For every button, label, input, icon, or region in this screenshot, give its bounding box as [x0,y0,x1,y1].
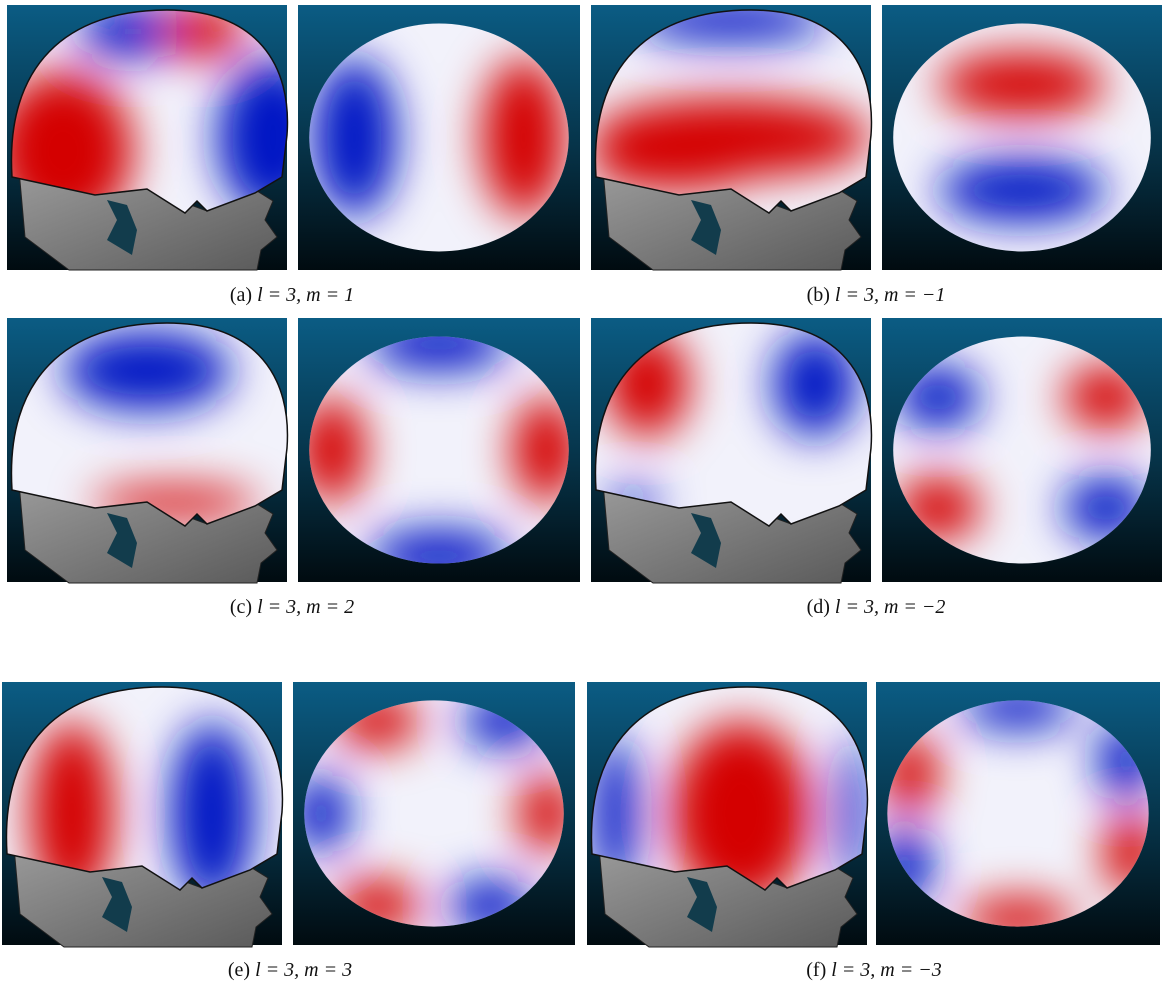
panel [0,5,329,270]
panel [587,682,867,947]
panel [298,318,580,582]
field-blob [63,331,231,410]
caption-label: (c) [230,596,252,618]
caption-formula: l = 3, m = 3 [255,959,352,981]
caption-formula: l = 3, m = −1 [835,284,946,306]
caption-formula: l = 3, m = −3 [831,959,942,981]
field-blob [938,53,1106,117]
panel [591,318,871,583]
caption-label: (b) [807,284,830,306]
caption: (f) l = 3, m = −3 [674,959,1074,982]
panel [293,682,575,945]
figure-art [0,0,1167,994]
caption-formula: l = 3, m = −2 [835,596,946,618]
caption-label: (e) [228,959,250,981]
caption-label: (a) [230,284,252,306]
caption: (c) l = 3, m = 2 [92,596,492,619]
figure-page: (a) l = 3, m = 1 (b) l = 3, m = −1 (c) l… [0,0,1167,994]
caption-formula: l = 3, m = 1 [257,284,354,306]
caption: (e) l = 3, m = 3 [90,959,490,982]
caption: (d) l = 3, m = −2 [676,596,1076,619]
caption-label: (d) [807,596,830,618]
panel [298,5,580,270]
field-blob [938,159,1106,223]
caption-formula: l = 3, m = 2 [257,596,354,618]
panel [591,0,871,270]
caption-label: (f) [806,959,826,981]
caption: (b) l = 3, m = −1 [676,284,1076,307]
panel [882,5,1162,270]
panel [7,318,287,583]
caption: (a) l = 3, m = 1 [92,284,492,307]
panel [2,682,282,947]
panel [876,682,1160,945]
panel [882,318,1162,582]
